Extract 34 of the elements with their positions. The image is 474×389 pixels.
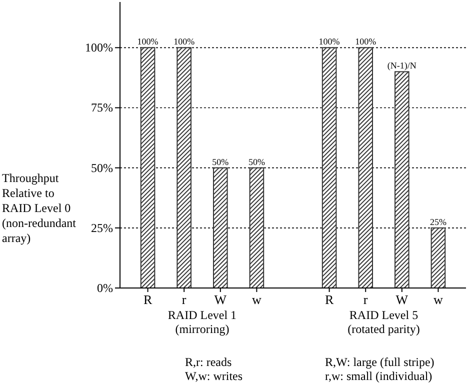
bar [358, 47, 374, 288]
x-tick-label: R [143, 292, 152, 307]
x-tick-label: r [363, 292, 368, 307]
data-label: 100% [355, 36, 377, 47]
data-label: 100% [137, 36, 159, 47]
bar [212, 167, 228, 288]
bar [176, 47, 192, 288]
y-tick-label: 0% [97, 281, 113, 295]
text: RAID Level 1 (mirroring) [168, 308, 237, 336]
bar [140, 47, 156, 288]
data-label: (N-1)/N [387, 60, 417, 71]
bar [249, 167, 264, 288]
data-label: 50% [212, 156, 230, 167]
bar [430, 227, 446, 288]
text: R,W: large (full stripe) r,w: small (individual) [325, 355, 434, 383]
y-axis-title: Throughput Relative to RAID Level 0 (non-redundant array) [2, 171, 77, 245]
x-tick-label: r [182, 292, 187, 307]
x-tick-label: w [434, 292, 444, 307]
bar [322, 47, 337, 288]
data-label: 100% [174, 36, 196, 47]
y-tick-label: 100% [85, 40, 113, 55]
y-tick-label: 25% [91, 220, 113, 235]
x-tick-label: w [252, 292, 262, 307]
data-label: 100% [318, 36, 340, 47]
y-tick-label: 75% [91, 100, 113, 115]
y-tick-label: 50% [91, 160, 113, 175]
bar [394, 71, 410, 288]
text: R,r: reads W,w: writes [185, 355, 243, 383]
text: RAID Level 5 (rotated parity) [348, 308, 420, 336]
data-label: 25% [430, 216, 447, 227]
x-tick-label: W [396, 292, 409, 307]
x-tick-label: W [214, 292, 228, 307]
x-tick-label: R [324, 292, 334, 307]
data-label: 50% [248, 156, 266, 167]
